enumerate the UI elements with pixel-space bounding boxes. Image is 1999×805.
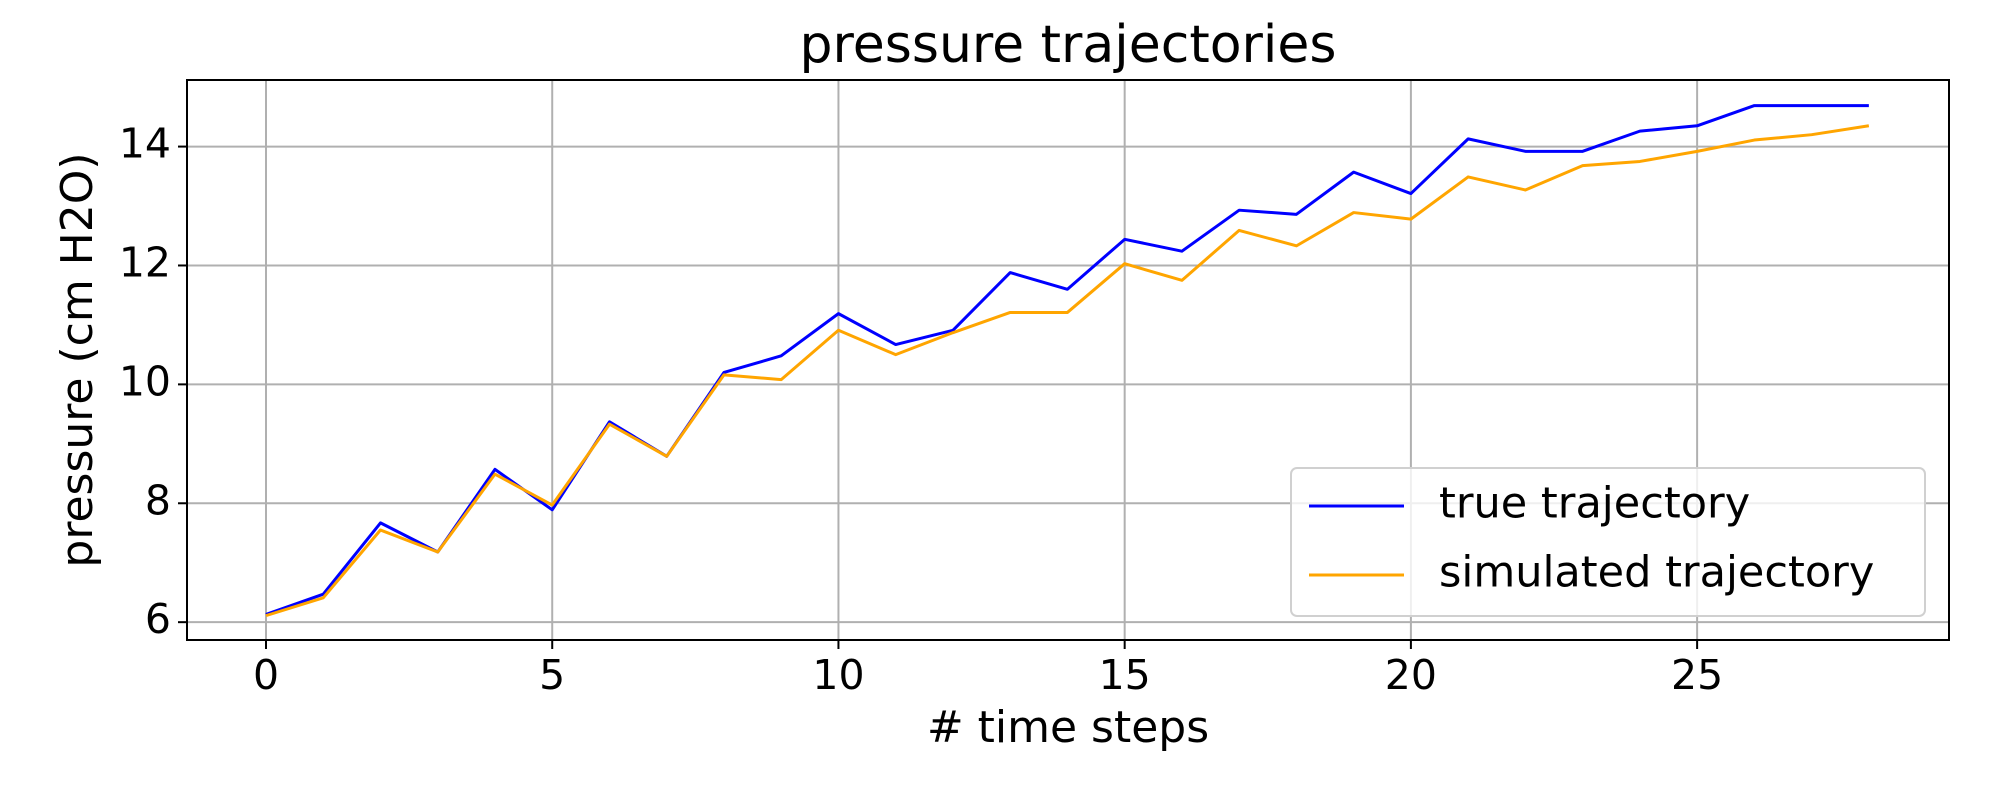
x-tick-label: 25 (1671, 651, 1723, 699)
chart-title: pressure trajectories (800, 15, 1337, 75)
x-tick-label: 5 (539, 651, 565, 699)
data-line (265, 124, 1870, 618)
legend-label: simulated trajectory (1439, 548, 1874, 598)
x-axis-label: # time steps (927, 702, 1209, 753)
y-tick-label: 10 (119, 357, 171, 405)
y-tick-label: 12 (119, 238, 171, 286)
y-tick-label: 6 (145, 595, 171, 643)
plot-frame (186, 79, 1950, 641)
y-axis-label: pressure (cm H2O) (52, 152, 103, 567)
legend-label: true trajectory (1439, 479, 1750, 529)
x-tick-label: 15 (1099, 651, 1151, 699)
y-tick-label: 8 (145, 476, 171, 524)
x-tick-label: 0 (253, 651, 279, 699)
y-tick-label: 14 (119, 120, 171, 168)
x-tick-label: 20 (1385, 651, 1437, 699)
legend-box (1290, 467, 1926, 617)
x-tick-label: 10 (812, 651, 864, 699)
